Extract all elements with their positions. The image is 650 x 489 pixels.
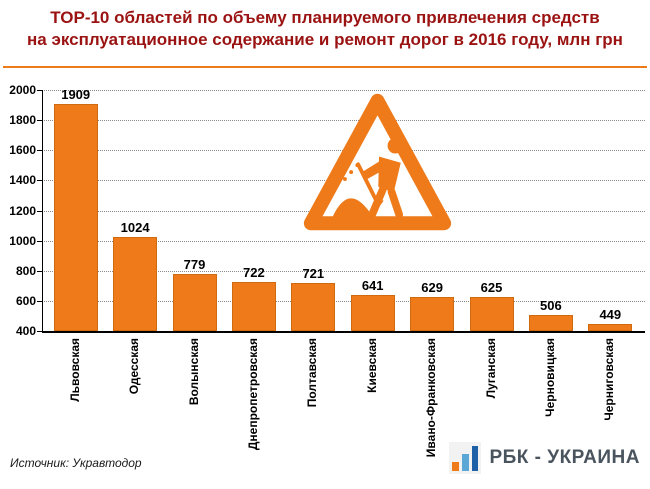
bar-category-label: Одесская bbox=[127, 338, 142, 395]
bar bbox=[528, 315, 573, 331]
y-axis-tick bbox=[37, 240, 42, 242]
y-tick-label: 800 bbox=[15, 263, 36, 278]
y-tick-label: 1400 bbox=[9, 173, 36, 188]
rbc-logo: РБК - УКРАИНА bbox=[449, 442, 640, 474]
y-tick-label: 400 bbox=[15, 324, 36, 338]
x-axis-line bbox=[42, 331, 645, 333]
logo-bar-orange bbox=[452, 462, 460, 471]
bar-category-label: Луганская bbox=[483, 338, 498, 399]
bar-value-label: 1909 bbox=[61, 86, 91, 102]
bar bbox=[172, 273, 217, 331]
source-text: Источник: Укравтодор bbox=[10, 456, 142, 470]
bar-category-label: Львовская bbox=[67, 338, 82, 402]
gridline bbox=[42, 90, 645, 91]
rbc-logo-text: РБК - УКРАИНА bbox=[489, 447, 640, 468]
y-axis-tick bbox=[37, 150, 42, 152]
gridline bbox=[42, 120, 645, 122]
bar bbox=[410, 296, 455, 331]
y-tick-label: 2000 bbox=[9, 83, 36, 97]
y-tick-label: 1000 bbox=[9, 233, 36, 248]
y-tick-label: 1800 bbox=[9, 113, 36, 128]
bar bbox=[231, 282, 276, 331]
gridline bbox=[42, 270, 645, 272]
bar bbox=[469, 297, 514, 331]
bar-value-label: 449 bbox=[599, 306, 622, 322]
y-tick-label: 1200 bbox=[9, 203, 36, 218]
bar-value-label: 1024 bbox=[120, 220, 150, 235]
roadworks-icon bbox=[303, 93, 452, 231]
y-axis-tick bbox=[37, 270, 42, 272]
bar-value-label: 721 bbox=[302, 265, 325, 281]
bar bbox=[350, 294, 395, 331]
title-line-1: ТОР-10 областей по объему планируемого п… bbox=[50, 8, 600, 27]
bar-category-label: Днепропетровская bbox=[245, 338, 260, 451]
bar-category-label: Волынская bbox=[186, 338, 201, 406]
gridline bbox=[42, 300, 645, 302]
rbc-logo-icon bbox=[449, 442, 482, 474]
bar-category-label: Черниговская bbox=[602, 338, 617, 421]
y-axis-tick bbox=[37, 300, 42, 302]
bar-value-label: 629 bbox=[421, 279, 443, 295]
bar-value-label: 506 bbox=[540, 298, 562, 314]
bar bbox=[588, 323, 633, 331]
page-title: ТОР-10 областей по объему планируемого п… bbox=[0, 7, 650, 52]
bar bbox=[291, 282, 336, 331]
logo-bar-blue bbox=[471, 446, 479, 471]
bar bbox=[53, 103, 98, 331]
title-line-2: на эксплуатационное содержание и ремонт … bbox=[27, 30, 623, 50]
logo-bar-lightblue bbox=[462, 454, 469, 471]
bar-category-label: Киевская bbox=[364, 338, 379, 393]
y-axis-tick bbox=[37, 210, 42, 212]
bar-value-label: 641 bbox=[361, 277, 384, 293]
y-axis-line bbox=[42, 90, 43, 331]
y-axis-tick bbox=[37, 90, 42, 91]
y-axis-tick bbox=[37, 120, 42, 122]
y-axis-tick bbox=[37, 180, 42, 182]
bar-value-label: 722 bbox=[243, 265, 265, 281]
bar-category-label: Ивано-Франковская bbox=[424, 338, 439, 458]
bar-category-label: Черновицкая bbox=[542, 338, 557, 417]
bar-category-label: Полтавская bbox=[305, 338, 320, 408]
y-tick-label: 600 bbox=[15, 293, 36, 308]
bar-value-label: 625 bbox=[480, 280, 503, 296]
gridline bbox=[42, 240, 645, 242]
title-divider bbox=[3, 66, 647, 68]
bar-value-label: 779 bbox=[183, 256, 206, 272]
y-tick-label: 1600 bbox=[9, 143, 36, 158]
bar bbox=[113, 237, 158, 331]
y-axis-tick bbox=[37, 331, 42, 332]
